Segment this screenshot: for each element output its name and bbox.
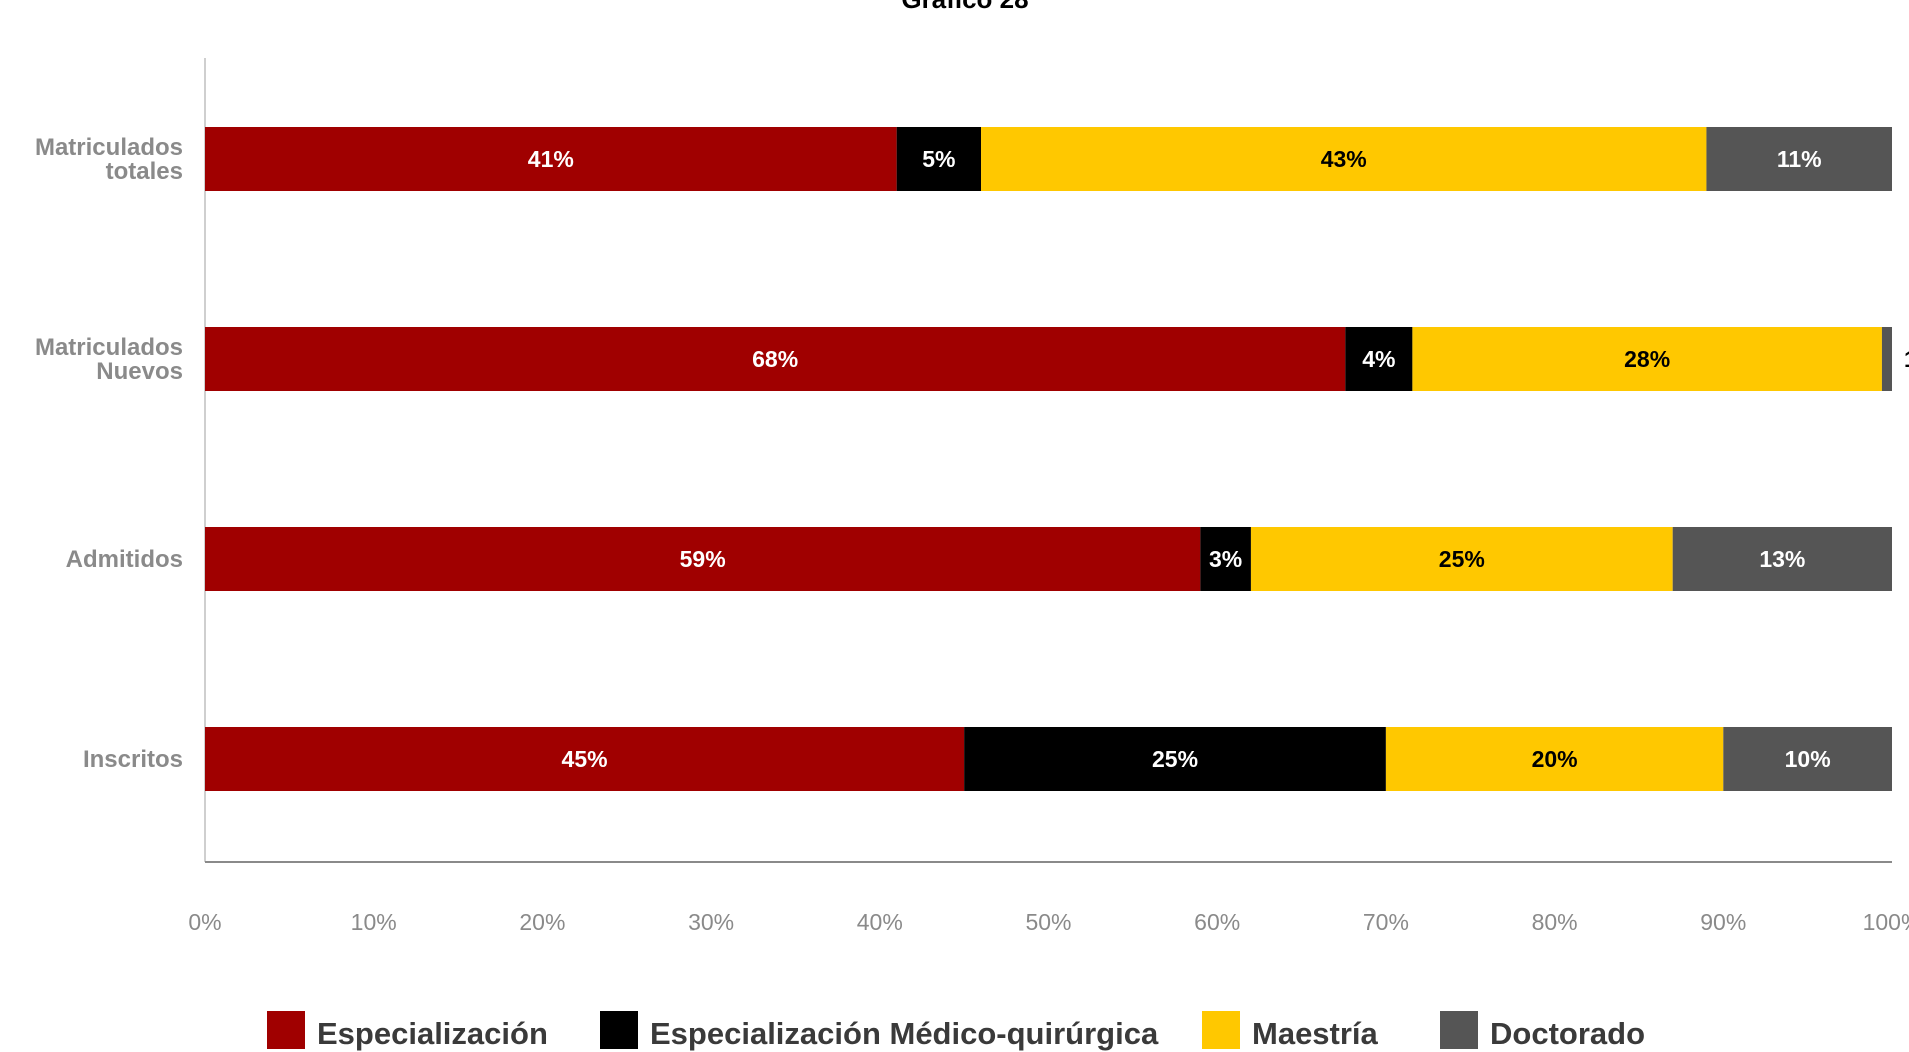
bar-segment (1723, 727, 1892, 791)
x-tick-label: 10% (351, 909, 397, 935)
x-tick-label: 80% (1532, 909, 1578, 935)
bar-data-label: 20% (1532, 746, 1578, 772)
bar-segment (1706, 127, 1892, 191)
x-tick-label: 70% (1363, 909, 1409, 935)
bar-segment (1250, 527, 1673, 591)
legend: Especialización Especialización Médico-qu… (267, 1011, 1645, 1051)
bar-data-label: 43% (1321, 146, 1367, 172)
legend-item: Maestría (1202, 1011, 1379, 1051)
bar-data-label: 11% (1777, 146, 1822, 172)
bar-data-label: 28% (1624, 346, 1670, 372)
bar-data-label: 4% (1362, 346, 1395, 372)
category-label-line: Admitidos (66, 546, 183, 573)
x-tick-label: 40% (857, 909, 903, 935)
category-label-line: Nuevos (96, 358, 183, 385)
bar-segment (205, 327, 1346, 391)
legend-label: Especialización Médico-quirúrgica (650, 1016, 1159, 1051)
category-label-line: Matriculados (35, 334, 183, 361)
x-tick-label: 20% (519, 909, 565, 935)
category-label-line: totales (106, 158, 183, 185)
legend-label: Doctorado (1490, 1016, 1645, 1051)
bar-segment (1412, 327, 1882, 391)
bar-segment (964, 727, 1386, 791)
bar-segment (981, 127, 1707, 191)
bar-data-label: 45% (562, 746, 608, 772)
bar-segment (896, 127, 982, 191)
legend-item: Especialización (267, 1011, 548, 1051)
legend-label: Especialización (317, 1016, 548, 1051)
bar-segment (1200, 527, 1251, 591)
plot-area: 0% 10% 20% 30% 40% 50% 60% 70% 80% 90% 100% Matricu… (35, 58, 1909, 935)
legend-label: Maestría (1252, 1016, 1379, 1051)
category-label: Admitidos (66, 546, 183, 573)
bar-segment (205, 727, 965, 791)
x-tick-label: 90% (1700, 909, 1746, 935)
x-tick-label: 30% (688, 909, 734, 935)
legend-item: Especialización Médico-quirúrgica (600, 1011, 1159, 1051)
bar-data-label: 10% (1785, 746, 1831, 772)
x-tick-label: 60% (1194, 909, 1240, 935)
category-label: Inscritos (83, 746, 183, 773)
x-tick-label: 50% (1025, 909, 1071, 935)
bar-segment (1881, 327, 1892, 391)
bar-data-label: 68% (752, 346, 798, 372)
legend-item: Doctorado (1440, 1011, 1645, 1051)
bar-segment (205, 127, 897, 191)
category-label-line: Inscritos (83, 746, 183, 773)
bar-data-label: 41% (528, 146, 574, 172)
bar-segment (1345, 327, 1413, 391)
bar-data-label: 25% (1152, 746, 1198, 772)
category-label-line: Matriculados (35, 134, 183, 161)
chart-title: Gráfico 28 (901, 0, 1028, 14)
bar-segment (1385, 727, 1724, 791)
bar-data-label: 5% (922, 146, 955, 172)
legend-swatch (1440, 1011, 1478, 1049)
bar-data-label: 25% (1439, 546, 1485, 572)
legend-swatch (267, 1011, 305, 1049)
x-tick-label: 0% (188, 909, 221, 935)
x-tick-label: 100% (1863, 909, 1909, 935)
bar-segment (205, 527, 1201, 591)
bar-data-label: 59% (680, 546, 726, 572)
bar-data-label: 13% (1759, 546, 1805, 572)
legend-swatch (600, 1011, 638, 1049)
bar-segment (1672, 527, 1892, 591)
legend-swatch (1202, 1011, 1240, 1049)
bar-data-label: 3% (1209, 546, 1242, 572)
bar-data-label: 1% (1904, 346, 1909, 372)
